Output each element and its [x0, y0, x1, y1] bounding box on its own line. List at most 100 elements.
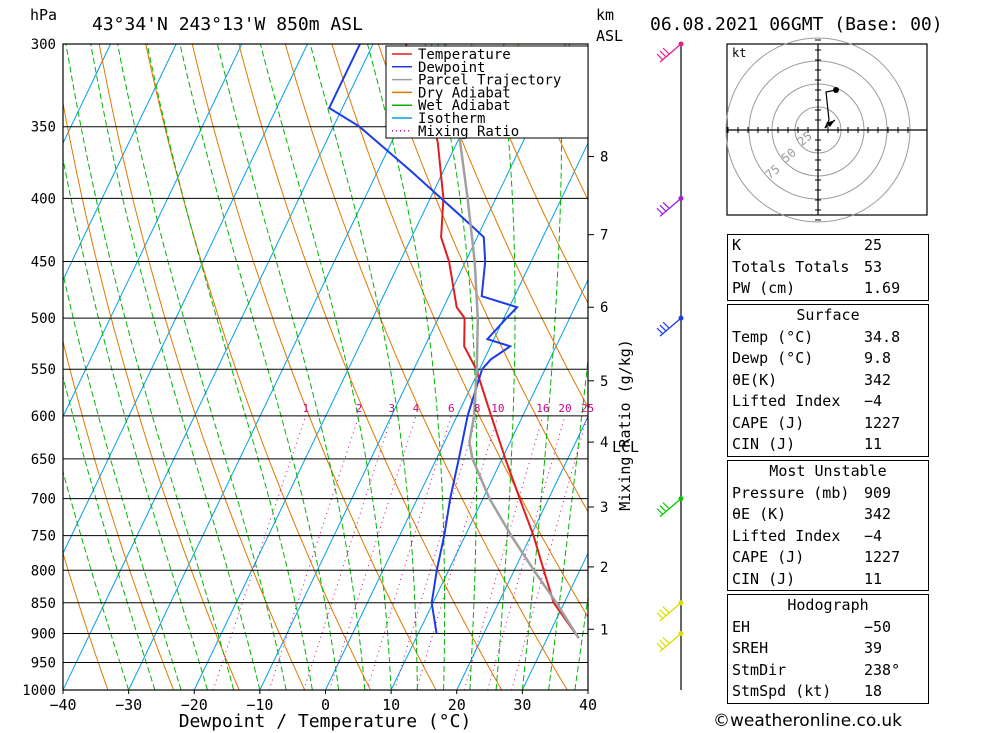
dry-adiabat-line [983, 44, 1000, 690]
wind-barb-flag [662, 201, 670, 209]
wet-adiabat-line [495, 44, 516, 690]
hodograph-params-title: Hodograph [787, 596, 869, 614]
mixing-ratio-label: 6 [448, 402, 455, 415]
surface-li-row: Lifted Index −4 [732, 392, 883, 410]
temperature-series [404, 44, 580, 639]
wind-barb-flag [662, 321, 670, 329]
pw-row: PW (cm) 1.69 [732, 279, 901, 297]
wet-adiabat-line [90, 44, 261, 690]
wet-adiabat-line [548, 355, 588, 690]
surface-theta-row: θE(K) 342 [732, 370, 892, 389]
wind-barb-flag [659, 609, 667, 617]
isotherm-line [193, 44, 505, 690]
legend-entry: Dewpoint [418, 60, 485, 76]
pressure-tick-label: 650 [31, 452, 56, 468]
copyright-link[interactable]: ©weatheronline.co.uk [713, 711, 903, 731]
mixing-ratio-line [212, 415, 307, 690]
km-tick-label: 3 [600, 500, 608, 516]
dry-adiabat-line [284, 44, 568, 690]
dewpoint-series [327, 44, 519, 634]
k-index-row: K 25 [732, 236, 883, 254]
mixing-ratio-label: 1 [302, 402, 309, 415]
legend-entry: Isotherm [418, 111, 485, 127]
surface-cin-row: CIN (J) 11 [732, 435, 883, 453]
legend-entry: Temperature [418, 47, 511, 63]
km-tick-label: 6 [600, 300, 608, 316]
isotherm-line [63, 44, 308, 555]
sreh-row: SREH 39 [732, 639, 883, 657]
x-tick-label: −20 [181, 696, 208, 714]
dry-adiabat-line [63, 551, 109, 690]
x-tick-label: 10 [382, 696, 400, 714]
isotherm-line [63, 44, 243, 418]
x-tick-label: 30 [513, 696, 531, 714]
hodograph-trace [824, 89, 837, 129]
wind-barb-flag [659, 50, 667, 58]
mixing-ratio-label: 20 [558, 402, 571, 415]
isotherm-line [325, 141, 588, 690]
pressure-tick-label: 950 [31, 655, 56, 671]
mixing-ratio-label: 8 [474, 402, 481, 415]
mixing-ratio-label: 10 [491, 402, 504, 415]
wind-barb-flag [656, 53, 664, 61]
mixing-ratio-axis-title: Mixing Ratio (g/kg) [616, 339, 634, 511]
mixing-ratio-line [329, 415, 417, 690]
pressure-tick-label: 1000 [22, 683, 56, 699]
wind-barb-flag [659, 640, 667, 647]
legend-entry: Parcel Trajectory [418, 73, 561, 89]
pressure-tick-label: 300 [31, 37, 56, 53]
km-tick-label: 1 [600, 622, 608, 638]
most-unstable-title: Most Unstable [769, 462, 887, 480]
mixing-ratio-line [487, 415, 566, 690]
wet-adiabat-line [431, 44, 478, 690]
isotherm-line [259, 44, 571, 690]
mixing-ratio-label: 4 [413, 402, 420, 415]
pressure-tick-label: 900 [31, 626, 56, 642]
mu-theta-row: θE (K) 342 [732, 505, 892, 523]
pressure-tick-label: 700 [31, 492, 56, 508]
mu-cin-row: CIN (J) 11 [732, 569, 883, 588]
dry-adiabat-line [424, 44, 588, 409]
asl-label: ASL [596, 27, 623, 45]
wind-barb-flag [662, 47, 670, 55]
hodograph-params-table: Hodograph EH −50 SREH 39 StmDir 238° StmSpd… [727, 594, 929, 704]
km-tick-label: 5 [600, 374, 608, 390]
km-tick-label: 2 [600, 560, 608, 576]
dry-adiabat-line [937, 44, 1000, 690]
mixing-ratio-label: 3 [388, 402, 395, 415]
pressure-tick-label: 600 [31, 409, 56, 425]
pressure-tick-label: 350 [31, 120, 56, 136]
wet-adiabat-line [259, 44, 392, 690]
wind-barbs [656, 41, 684, 652]
x-tick-label: −40 [49, 696, 76, 714]
surface-table: Surface Temp (°C) 34.8 Dewp (°C) 9.8 θE(K)… [727, 304, 929, 457]
stmspd-row: StmSpd (kt) 18 [732, 682, 883, 700]
wet-adiabat-line [521, 44, 563, 690]
legend-entry: Dry Adiabat [418, 85, 511, 101]
wet-adiabat-line [309, 44, 418, 690]
x-tick-label: 40 [579, 696, 597, 714]
surface-temp-row: Temp (°C) 34.8 [732, 327, 901, 346]
wind-barb-flag [662, 606, 670, 614]
mu-pressure-row: Pressure (mb) 909 [732, 483, 892, 502]
parcel-trajectory-series [444, 44, 580, 639]
legend-entry: Wet Adiabat [418, 98, 511, 114]
pressure-isobars [63, 43, 588, 691]
dry-adiabat-line [470, 44, 588, 305]
hodograph-unit-label: kt [732, 46, 746, 60]
plot-frame [62, 43, 589, 691]
wet-adiabat-line [63, 156, 208, 690]
wind-barb-flag [656, 508, 664, 516]
pressure-tick-label: 800 [31, 563, 56, 579]
pressure-tick-label: 550 [31, 362, 56, 378]
datetime-title: 06.08.2021 06GMT (Base: 00) [650, 14, 943, 35]
location-title: 43°34'N 243°13'W 850m ASL [92, 14, 363, 35]
storm-motion-arrow [826, 120, 835, 127]
wind-barb-flag [656, 643, 664, 650]
wind-barb-staff [659, 197, 682, 217]
km-tick-label: 7 [600, 228, 608, 244]
wet-adiabat-line [63, 374, 156, 690]
wet-adiabat-line [367, 44, 446, 690]
